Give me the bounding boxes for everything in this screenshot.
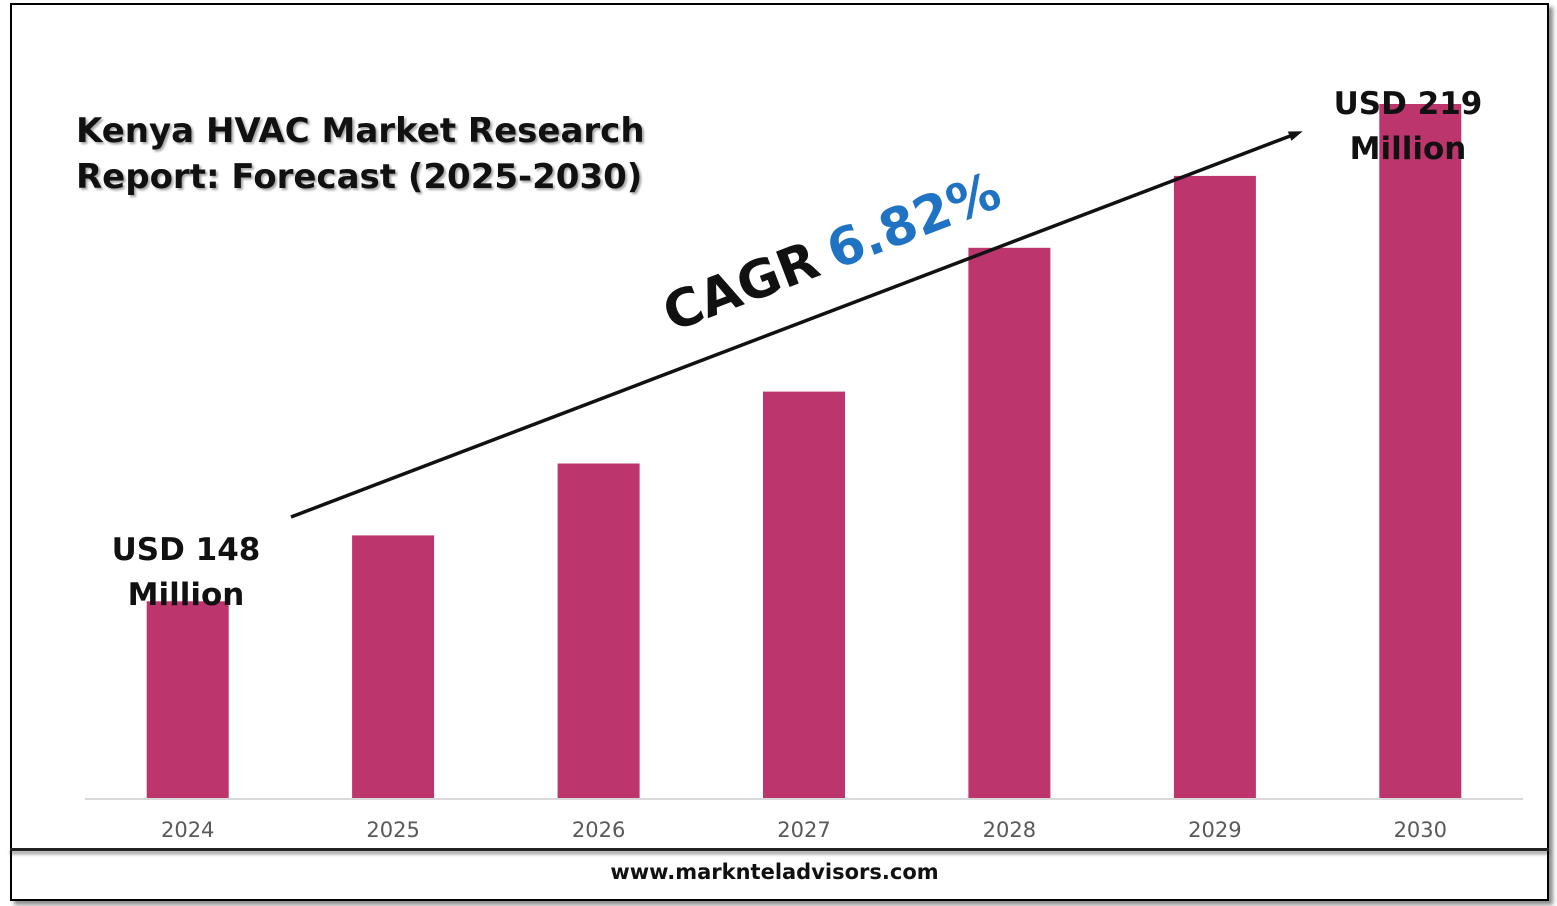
x-tick-label-2029: 2029 [1188,818,1241,842]
x-tick-label-2027: 2027 [777,818,830,842]
footer-website: www.marknteladvisors.com [610,860,939,884]
x-tick-label-2025: 2025 [366,818,419,842]
cagr-label: CAGR [655,231,827,345]
bar-2026 [557,463,640,799]
bar-2030 [1379,104,1462,799]
x-tick-label-2028: 2028 [983,818,1036,842]
bar-2024 [146,601,229,799]
x-tick-labels: 2024 2025 2026 2027 2028 2029 2030 [161,818,1447,842]
bar-2029 [1173,175,1256,799]
end-value-label-line-2: Million [1350,131,1467,167]
bar-2028 [968,247,1051,800]
start-value-label-line-2: Million [128,577,245,613]
x-tick-label-2024: 2024 [161,818,214,842]
chart-title-line-1: Kenya HVAC Market Research [76,111,645,151]
cagr-annotation: CAGR6.82% [655,161,1009,344]
x-tick-label-2030: 2030 [1394,818,1447,842]
bars-group [146,104,1462,800]
bar-2027 [763,391,845,799]
chart-title-line-2: Report: Forecast (2025-2030) [76,157,643,197]
chart-title: Kenya HVAC Market Research Report: Forec… [76,108,716,200]
end-value-label-line-1: USD 219 [1334,86,1483,122]
footer-divider [10,848,1549,851]
bar-2025 [352,535,435,799]
x-tick-label-2026: 2026 [572,818,625,842]
start-value-label-line-1: USD 148 [112,532,261,568]
growth-arrow [290,131,1303,519]
